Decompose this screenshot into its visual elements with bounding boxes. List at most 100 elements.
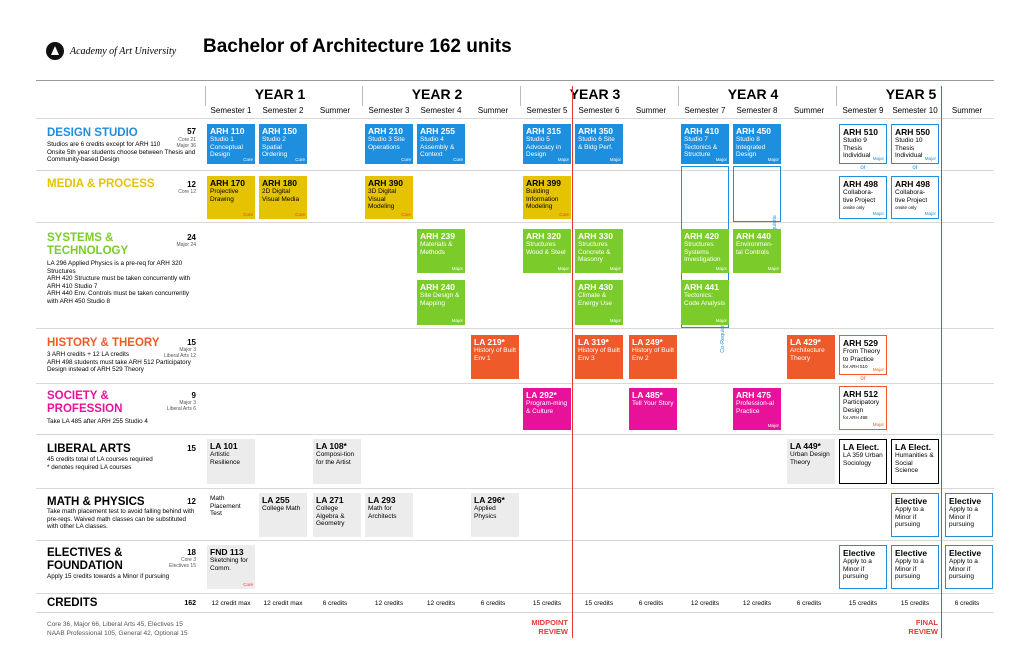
course-cell[interactable]: LA 292* Program-ming & Culture <box>523 388 571 430</box>
year-2-label: YEAR 2 <box>411 86 463 102</box>
row-note: LA 296 Applied Physics is a pre-req for … <box>47 260 191 305</box>
course-cell[interactable]: ARH 441 Tectonics: Code Analysis Major <box>681 280 729 325</box>
course-cell[interactable]: LA 485* Tell Your Story <box>629 388 677 430</box>
row-title-design: DESIGN STUDIO <box>47 127 138 139</box>
year-5-label: YEAR 5 <box>885 86 937 102</box>
course-cell[interactable]: ARH 430 Climate & Energy Use Major <box>575 280 623 325</box>
final-review-line <box>941 86 942 638</box>
course-cell[interactable]: ARH 210 Studio 3 Site Operations Core <box>365 124 413 164</box>
row-divider <box>36 118 994 119</box>
course-cell[interactable]: LA 219* History of Built Env 1 <box>471 335 519 379</box>
course-cell[interactable]: LA 255 College Math <box>259 493 307 537</box>
course-cell[interactable]: LA 293 Math for Architects <box>365 493 413 537</box>
row-divider <box>36 540 994 541</box>
course-cell[interactable]: ARH 399 Building Information Modeling Core <box>523 176 571 219</box>
course-cell[interactable]: FND 113 Sketching for Comm. Core <box>207 545 255 589</box>
semester-credits: 12 credits <box>426 600 456 607</box>
semester-header: Semester 7 <box>684 106 726 115</box>
semester-header: Semester 2 <box>262 106 304 115</box>
semester-header: Semester 6 <box>578 106 620 115</box>
logo-icon <box>46 42 64 60</box>
semester-header: Semester 8 <box>736 106 778 115</box>
row-title-electives: ELECTIVES & FOUNDATION <box>47 547 123 572</box>
course-cell[interactable]: ARH 110 Studio 1 Conceptual Design Core <box>207 124 255 164</box>
course-cell[interactable]: ARH 239 Materials & Methods Major <box>417 229 465 273</box>
course-cell[interactable]: LA Elect. Humanities & Social Science <box>891 439 939 484</box>
row-divider <box>36 222 994 223</box>
course-cell[interactable]: ARH 529 From Theory to Practice for ARH 51… <box>839 335 887 375</box>
semester-header: Semester 3 <box>368 106 410 115</box>
course-cell[interactable]: Elective Apply to a Minor if pursuing <box>891 545 939 589</box>
header-rule <box>36 80 994 81</box>
credits-title: CREDITS <box>47 597 98 609</box>
row-divider <box>36 593 994 594</box>
course-cell[interactable]: ARH 170 Projective Drawing Core <box>207 176 255 219</box>
row-credits: 12 <box>187 497 196 506</box>
semester-credits: 12 credits <box>742 600 772 607</box>
row-note: Apply 15 credits towards a Minor if purs… <box>47 573 170 580</box>
semester-header: Summer <box>477 106 509 115</box>
course-cell[interactable]: ARH 330 Structures Concrete & Masonry Majo… <box>575 229 623 273</box>
midpoint-review-label: MIDPOINT REVIEW <box>531 618 568 636</box>
course-cell[interactable]: Elective Apply to a Minor if pursuing <box>891 493 939 537</box>
course-cell[interactable]: ARH 450 Studio 8 Integrated Design Major <box>733 124 781 164</box>
course-cell[interactable]: LA 429* Architecture Theory <box>787 335 835 379</box>
row-note: 45 credits total of LA courses required … <box>47 456 153 471</box>
semester-credits: 15 credits <box>848 600 878 607</box>
row-divider <box>36 488 994 489</box>
course-cell[interactable]: LA 108* Composi-tion for the Artist <box>313 439 361 484</box>
row-title-society: SOCIETY & PROFESSION <box>47 390 123 415</box>
or-label: or <box>912 165 918 171</box>
course-cell[interactable]: LA 249* History of Built Env 2 <box>629 335 677 379</box>
course-cell[interactable]: ARH 410 Studio 7 Tectonics & Structure Maj… <box>681 124 729 164</box>
course-cell[interactable]: Math Placement Test <box>207 493 255 537</box>
row-divider <box>36 612 994 613</box>
row-divider <box>36 434 994 435</box>
course-cell[interactable]: ARH 498 Collabora-tive Project onsite only… <box>891 176 939 219</box>
logo-text: Academy of Art University <box>70 45 177 57</box>
course-cell[interactable]: LA 101 Artistic Resilience <box>207 439 255 484</box>
semester-header: Summer <box>793 106 825 115</box>
course-cell[interactable]: ARH 320 Structures Wood & Steel Major <box>523 229 571 273</box>
course-cell[interactable]: ARH 510 Studio 9 Thesis Individual Major <box>839 124 887 164</box>
course-cell[interactable]: ARH 440 Environmen-tal Controls Major <box>733 229 781 273</box>
row-credits: 15 <box>187 338 196 347</box>
course-cell[interactable]: ARH 498 Collabora-tive Project onsite only… <box>839 176 887 219</box>
year-1-label: YEAR 1 <box>254 86 306 102</box>
or-label: or <box>860 376 866 382</box>
row-credits: 57 <box>187 127 196 136</box>
course-cell[interactable]: Elective Apply to a Minor if pursuing <box>839 545 887 589</box>
row-breakdown: Major 3 Liberal Arts 6 <box>166 400 196 412</box>
row-note: Take LA 485 after ARH 255 Studio 4 <box>47 418 148 425</box>
row-divider <box>36 383 994 384</box>
course-cell[interactable]: LA Elect. LA 359 Urban Sociology <box>839 439 887 484</box>
row-divider <box>36 170 994 171</box>
course-cell[interactable]: LA 319* History of Built Env 3 <box>575 335 623 379</box>
course-cell[interactable]: Elective Apply to a Minor if pursuing <box>945 545 993 589</box>
course-cell[interactable]: LA 449* Urban Design Theory <box>787 439 835 484</box>
course-cell[interactable]: ARH 180 2D Digital Visual Media Core <box>259 176 307 219</box>
course-cell[interactable]: ARH 150 Studio 2 Spatial Ordering Core <box>259 124 307 164</box>
row-divider <box>36 328 994 329</box>
semester-header: Summer <box>319 106 351 115</box>
semester-header: Semester 1 <box>210 106 252 115</box>
course-cell[interactable]: ARH 390 3D Digital Visual Modeling Core <box>365 176 413 219</box>
semester-credits: 15 credits <box>532 600 562 607</box>
co-requisite-bracket: Co-Requisite <box>733 166 781 247</box>
course-cell[interactable]: ARH 420 Structures Systems Investigation M… <box>681 229 729 273</box>
course-cell[interactable]: ARH 255 Studio 4 Assembly & Context Core <box>417 124 465 164</box>
course-cell[interactable]: ARH 475 Profession-al Practice Major <box>733 388 781 430</box>
midpoint-review-line <box>572 86 573 638</box>
course-cell[interactable]: Elective Apply to a Minor if pursuing <box>945 493 993 537</box>
course-cell[interactable]: LA 271 College Algebra & Geometry <box>313 493 361 537</box>
semester-credits: 12 credits <box>374 600 404 607</box>
course-cell[interactable]: LA 296* Applied Physics <box>471 493 519 537</box>
semester-header: Semester 9 <box>842 106 884 115</box>
course-cell[interactable]: ARH 240 Site Design & Mapping Major <box>417 280 465 325</box>
course-cell[interactable]: ARH 550 Studio 10 Thesis Individual Major <box>891 124 939 164</box>
course-cell[interactable]: ARH 512 Participatory Design for ARH 498 Ma… <box>839 386 887 430</box>
course-cell[interactable]: ARH 315 Studio 5 Advocacy in Design Major <box>523 124 571 164</box>
row-credits: 9 <box>191 391 196 400</box>
page-title: Bachelor of Architecture 162 units <box>203 36 512 57</box>
course-cell[interactable]: ARH 350 Studio 6 Site & Bldg Perf. Major <box>575 124 623 164</box>
